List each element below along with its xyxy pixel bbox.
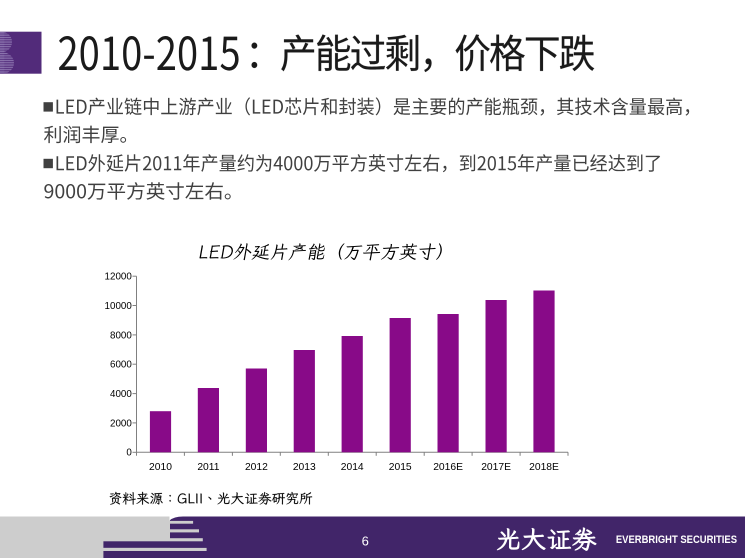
svg-text:2016E: 2016E xyxy=(433,462,463,473)
svg-text:EVERBRIGHT SECURITIES: EVERBRIGHT SECURITIES xyxy=(616,534,737,546)
svg-text:2014: 2014 xyxy=(341,462,364,473)
svg-text:2010: 2010 xyxy=(149,462,172,473)
svg-text:2017E: 2017E xyxy=(481,462,511,473)
svg-text:6: 6 xyxy=(362,534,369,549)
svg-text:2018E: 2018E xyxy=(529,462,559,473)
svg-text:2011: 2011 xyxy=(197,462,219,473)
svg-text:4000: 4000 xyxy=(110,389,132,400)
svg-text:2015: 2015 xyxy=(389,462,412,473)
svg-text:2012: 2012 xyxy=(245,462,268,473)
svg-text:0: 0 xyxy=(126,448,132,459)
svg-text:2000: 2000 xyxy=(110,418,132,429)
svg-text:6000: 6000 xyxy=(110,360,132,371)
svg-text:10000: 10000 xyxy=(105,301,133,312)
svg-text:12000: 12000 xyxy=(105,272,133,283)
svg-text:2013: 2013 xyxy=(293,462,316,473)
svg-text:8000: 8000 xyxy=(110,330,132,341)
